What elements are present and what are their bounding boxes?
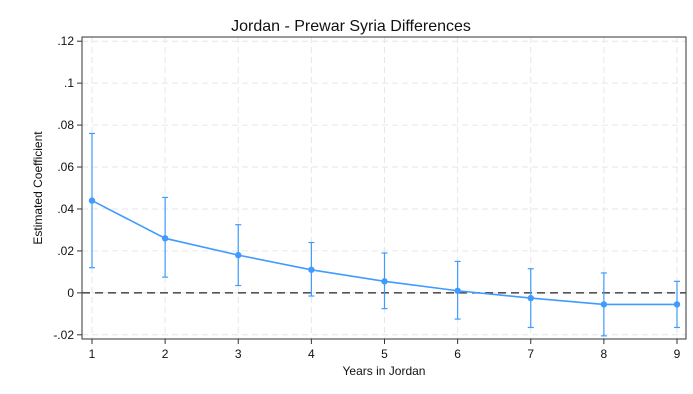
- data-point-3: [235, 251, 242, 259]
- y-tick-label-5: .06: [57, 160, 74, 174]
- y-tick-label-3: .02: [57, 244, 74, 258]
- y-tick-label-1: -.02: [53, 328, 74, 342]
- y-tick-label-4: .04: [57, 202, 74, 216]
- chart-title: Jordan - Prewar Syria Differences: [231, 18, 471, 35]
- data-point-2: [161, 235, 169, 242]
- y-tick-label-8: .12: [57, 34, 74, 48]
- x-tick-label-6: 6: [454, 347, 461, 361]
- data-point-1: [88, 197, 96, 204]
- data-point-7: [527, 294, 534, 302]
- x-tick-label-2: 2: [162, 347, 169, 361]
- x-tick-label-9: 9: [674, 347, 681, 361]
- y-tick-label-2: 0: [67, 286, 74, 300]
- y-tick-label-6: .08: [57, 118, 74, 132]
- data-point-6: [454, 287, 461, 294]
- point-layer: [88, 197, 681, 308]
- x-tick-label-1: 1: [89, 347, 96, 361]
- y-tick-label-7: .1: [64, 76, 74, 90]
- data-point-9: [673, 301, 681, 308]
- x-axis-label: Years in Jordan: [343, 364, 426, 378]
- data-point-8: [600, 301, 608, 308]
- x-tick-label-4: 4: [308, 347, 315, 361]
- x-tick-label-3: 3: [235, 347, 242, 361]
- x-tick-label-8: 8: [601, 347, 608, 361]
- data-point-4: [308, 266, 315, 273]
- y-axis-label: Estimated Coefficient: [31, 131, 45, 245]
- axes-layer: 1 2 3 4 5 6 7 8 9 -.02 0 .02 .04 .06 .08 .1 .12: [53, 34, 680, 361]
- x-tick-label-5: 5: [381, 347, 388, 361]
- data-point-5: [381, 278, 388, 285]
- x-tick-label-7: 7: [527, 347, 534, 361]
